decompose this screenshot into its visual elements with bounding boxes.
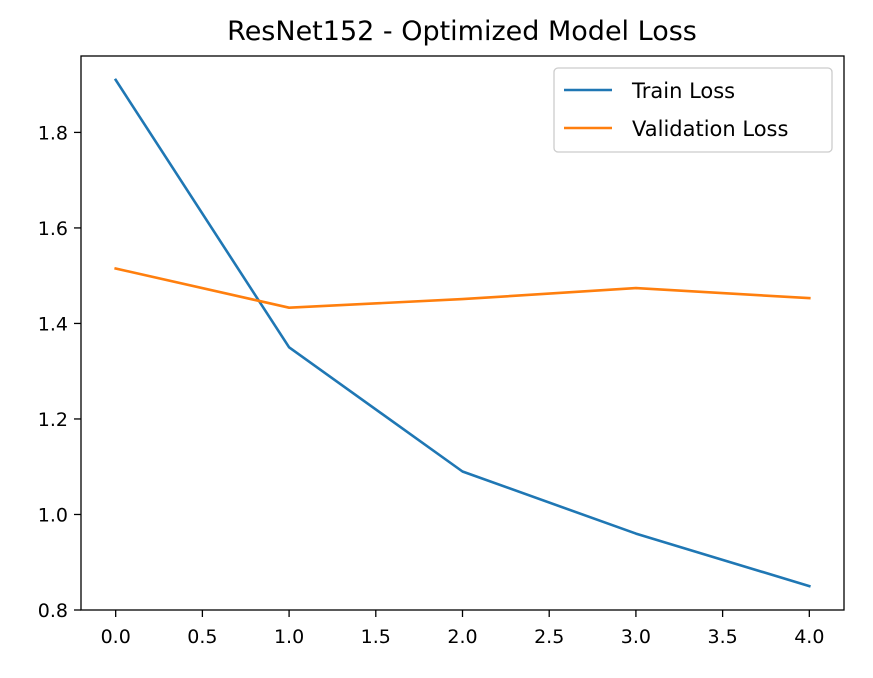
- series-lines: [113, 78, 811, 588]
- legend: Train Loss Validation Loss: [553, 67, 833, 153]
- x-axis-ticks: 0.0 0.5 1.0 1.5 2.0 2.5 3.0 3.5 4.0: [101, 610, 824, 648]
- x-tick-label: 0.0: [101, 626, 131, 648]
- x-tick-label: 0.5: [187, 626, 217, 648]
- plot-area-frame: [80, 55, 845, 611]
- y-tick-label: 1.4: [38, 313, 68, 335]
- series-line-validation-loss: [114, 266, 811, 309]
- y-axis-ticks: 0.8 1.0 1.2 1.4 1.6 1.8: [38, 122, 81, 622]
- x-tick-label: 2.5: [534, 626, 564, 648]
- chart-title: ResNet152 - Optimized Model Loss: [227, 16, 697, 47]
- y-tick-label: 0.8: [38, 600, 68, 622]
- y-tick-label: 1.6: [38, 218, 68, 240]
- legend-box: [553, 67, 833, 153]
- y-tick-label: 1.0: [38, 504, 68, 526]
- series-line-train-loss: [113, 78, 811, 588]
- y-tick-label: 1.2: [38, 409, 68, 431]
- x-tick-label: 1.5: [361, 626, 391, 648]
- legend-label-validation-loss: Validation Loss: [632, 117, 788, 141]
- x-tick-label: 3.5: [708, 626, 738, 648]
- x-tick-label: 1.0: [274, 626, 304, 648]
- legend-label-train-loss: Train Loss: [631, 79, 735, 103]
- y-tick-label: 1.8: [38, 122, 68, 144]
- x-tick-label: 3.0: [621, 626, 651, 648]
- x-tick-label: 4.0: [794, 626, 824, 648]
- x-tick-label: 2.0: [447, 626, 477, 648]
